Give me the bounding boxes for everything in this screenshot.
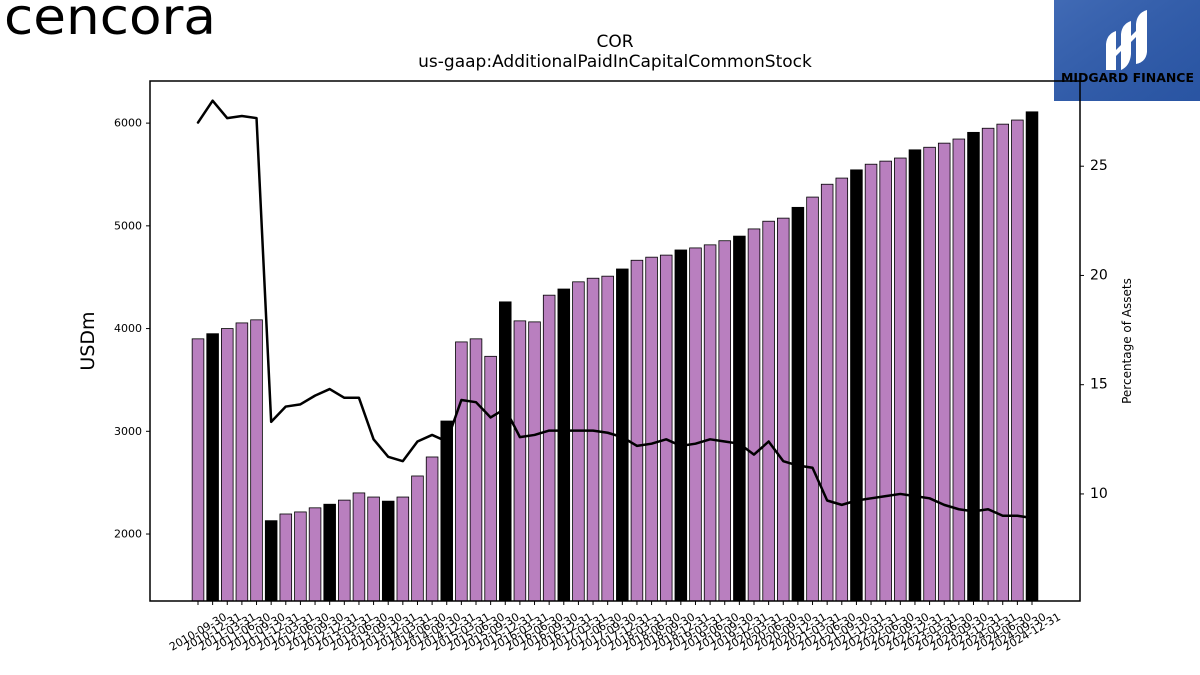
- bar-2021-06-30: [820, 183, 834, 602]
- bar-2018-12-31: [674, 249, 688, 602]
- chart-subtitle: us-gaap:AdditionalPaidInCapitalCommonSto…: [418, 52, 812, 72]
- bar-2020-12-31: [791, 206, 805, 602]
- bar-2011-03-31: [221, 328, 234, 602]
- chart-title: COR: [596, 32, 633, 52]
- cencora-logo-text: cencora: [4, 0, 216, 46]
- bar-2017-03-31: [572, 281, 585, 602]
- bar-2023-12-31: [967, 131, 980, 602]
- y-tick-label: 5000: [114, 219, 142, 232]
- bar-2013-06-30: [352, 492, 366, 602]
- bar-2015-12-31: [499, 301, 512, 602]
- percentage-of-assets-line: [196, 99, 1034, 520]
- y2-tick-label: 20: [1090, 267, 1108, 283]
- bar-2017-09-30: [601, 275, 614, 602]
- bar-2021-03-31: [806, 196, 819, 602]
- bar-2011-06-30: [235, 322, 249, 602]
- left-y-axis: 2000 3000 4000 5000 6000: [114, 117, 150, 541]
- y-axis-label: USDm: [77, 311, 99, 370]
- y-tick-label: 4000: [114, 322, 142, 335]
- bar-2016-06-30: [528, 321, 541, 602]
- midgard-logo-text: MIDGARD FINANCE: [1061, 70, 1194, 85]
- bar-2011-12-31: [264, 520, 278, 602]
- bar-2024-12-31: [1025, 111, 1039, 602]
- bar-2021-12-31: [850, 169, 863, 602]
- bar-2010-12-31: [206, 333, 219, 602]
- bar-2013-12-31: [381, 500, 395, 602]
- bar-2020-06-30: [762, 220, 775, 602]
- y-tick-label: 6000: [114, 117, 142, 130]
- bar-2014-06-30: [411, 475, 424, 602]
- bar-2022-12-31: [908, 149, 922, 602]
- bar-2010-09-30: [191, 338, 205, 602]
- bar-2019-06-30: [703, 244, 717, 602]
- bar-2012-12-31: [323, 503, 336, 602]
- bar-2022-09-30: [894, 157, 907, 602]
- bar-series: [191, 111, 1039, 602]
- bar-2018-06-30: [645, 256, 658, 602]
- bar-2015-09-30: [484, 355, 497, 602]
- bar-2013-09-30: [367, 496, 380, 602]
- bar-2014-12-31: [440, 420, 453, 602]
- y2-tick-label: 10: [1090, 486, 1108, 502]
- bar-2016-12-31: [557, 288, 571, 602]
- bar-2022-06-30: [879, 160, 892, 602]
- bar-2022-03-31: [864, 163, 878, 602]
- y2-tick-label: 15: [1090, 377, 1108, 393]
- bar-2014-09-30: [425, 456, 439, 602]
- right-y-axis: 10 15 20 25: [1080, 158, 1108, 502]
- bar-2021-09-30: [835, 177, 849, 602]
- bar-2023-09-30: [952, 138, 966, 602]
- bar-2015-03-31: [455, 341, 468, 602]
- bar-2015-06-30: [469, 338, 483, 602]
- bar-2018-09-30: [659, 254, 673, 602]
- bar-2011-09-30: [250, 319, 263, 602]
- midgard-finance-logo: MIDGARD FINANCE: [1054, 0, 1200, 101]
- y2-tick-label: 25: [1090, 158, 1108, 174]
- y2-axis-label: Percentage of Assets: [1120, 278, 1134, 404]
- bar-2024-06-30: [996, 123, 1009, 602]
- bar-2024-03-31: [981, 127, 995, 602]
- bar-2020-09-30: [777, 217, 790, 602]
- bar-2019-09-30: [718, 240, 731, 602]
- bar-2013-03-31: [338, 499, 351, 602]
- cencora-logo: cencora: [4, 0, 216, 46]
- bar-2012-06-30: [294, 511, 307, 602]
- bar-2019-12-31: [733, 235, 746, 602]
- bar-2016-09-30: [542, 294, 556, 602]
- x-axis: 2010-09-302010-12-312011-03-312011-06-30…: [167, 601, 1063, 654]
- plot-frame: [149, 80, 1081, 602]
- bar-2024-09-30: [1011, 119, 1024, 602]
- y-tick-label: 3000: [114, 425, 142, 438]
- bar-2016-03-31: [513, 320, 527, 602]
- bar-2012-09-30: [308, 507, 322, 602]
- bar-2019-03-31: [689, 247, 702, 602]
- bar-2014-03-31: [396, 496, 410, 602]
- bar-2020-03-31: [747, 228, 761, 602]
- bar-2018-03-31: [630, 259, 644, 602]
- y-tick-label: 2000: [114, 528, 142, 541]
- bar-2023-06-30: [937, 142, 951, 602]
- midgard-logo-mark-icon: [1106, 10, 1147, 70]
- bar-2017-06-30: [586, 277, 600, 602]
- bar-2023-03-31: [923, 146, 936, 602]
- bar-2012-03-31: [279, 513, 293, 602]
